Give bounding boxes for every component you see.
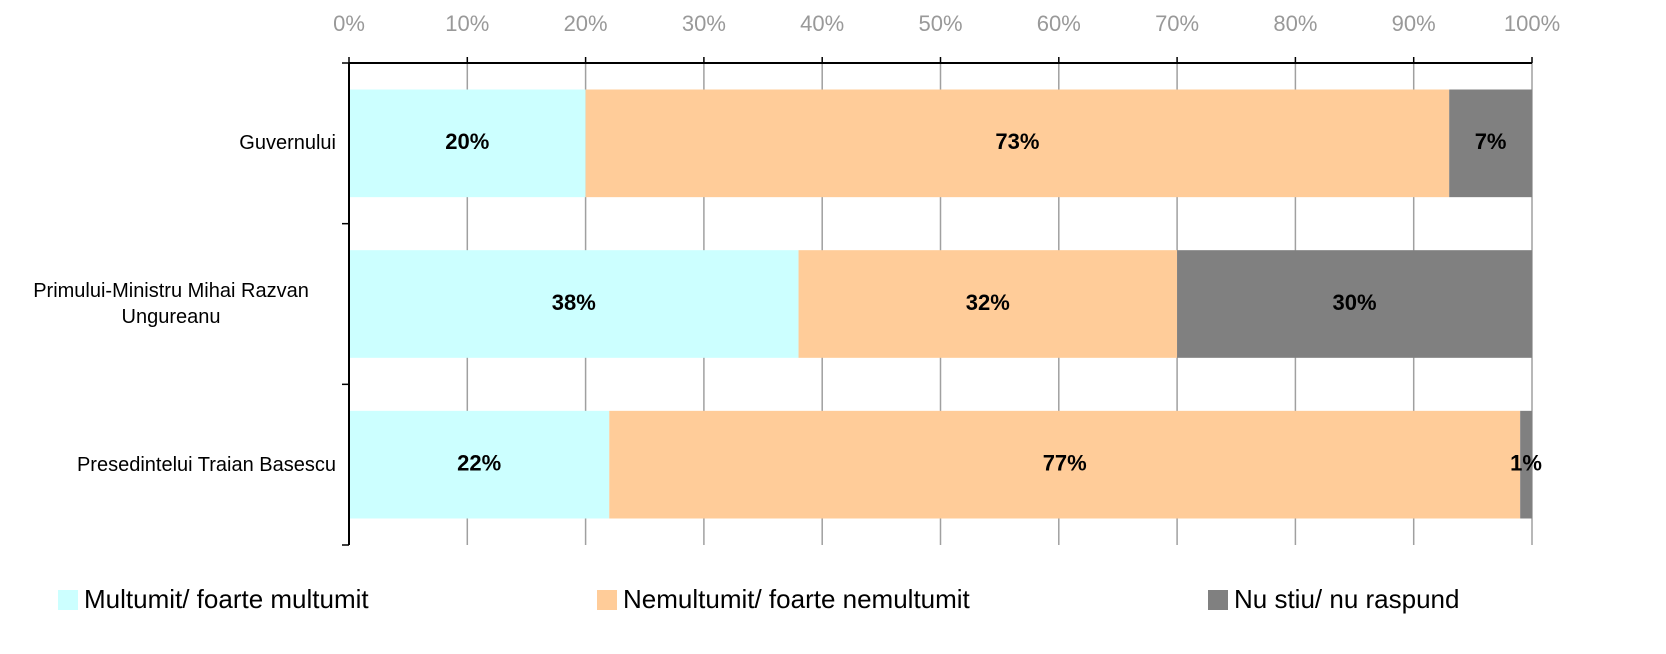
x-tick-label: 0% <box>333 11 365 36</box>
x-tick-label: 20% <box>564 11 608 36</box>
x-tick-label: 40% <box>800 11 844 36</box>
legend-swatch <box>58 590 78 610</box>
legend-swatch <box>1208 590 1228 610</box>
category-label: Guvernului <box>239 132 336 155</box>
data-label: 22% <box>457 450 501 475</box>
x-tick-label: 100% <box>1504 11 1560 36</box>
category-label: Presedintelui Traian Basescu <box>76 453 336 476</box>
bar-segment <box>798 250 1178 358</box>
bar-segment <box>609 410 1521 519</box>
legend-label: Nu stiu/ nu raspund <box>1234 584 1459 614</box>
legend-label: Nemultumit/ foarte nemultumit <box>623 584 971 614</box>
data-label: 38% <box>552 290 596 315</box>
category-label: Primului-Ministru Mihai Razvan Ungureanu <box>33 280 309 328</box>
data-label: 1% <box>1510 450 1542 475</box>
bar-segment <box>349 250 799 358</box>
legend-swatch <box>597 590 617 610</box>
x-tick-label: 50% <box>918 11 962 36</box>
x-tick-label: 10% <box>445 11 489 36</box>
x-tick-label: 60% <box>1037 11 1081 36</box>
data-label: 30% <box>1333 290 1377 315</box>
x-tick-label: 90% <box>1392 11 1436 36</box>
bar-segment <box>349 89 586 198</box>
bar-segment <box>1177 250 1532 358</box>
data-label: 32% <box>966 290 1010 315</box>
x-tick-label: 30% <box>682 11 726 36</box>
data-label: 77% <box>1043 450 1087 475</box>
legend-label: Multumit/ foarte multumit <box>84 584 369 614</box>
bar-segment <box>585 89 1450 198</box>
data-label: 7% <box>1475 129 1507 154</box>
data-label: 20% <box>445 129 489 154</box>
data-label: 73% <box>995 129 1039 154</box>
x-tick-label: 70% <box>1155 11 1199 36</box>
bar-segment <box>1520 410 1532 519</box>
x-tick-label: 80% <box>1273 11 1317 36</box>
bar-segment <box>349 410 610 519</box>
bar-segment <box>1449 89 1532 198</box>
